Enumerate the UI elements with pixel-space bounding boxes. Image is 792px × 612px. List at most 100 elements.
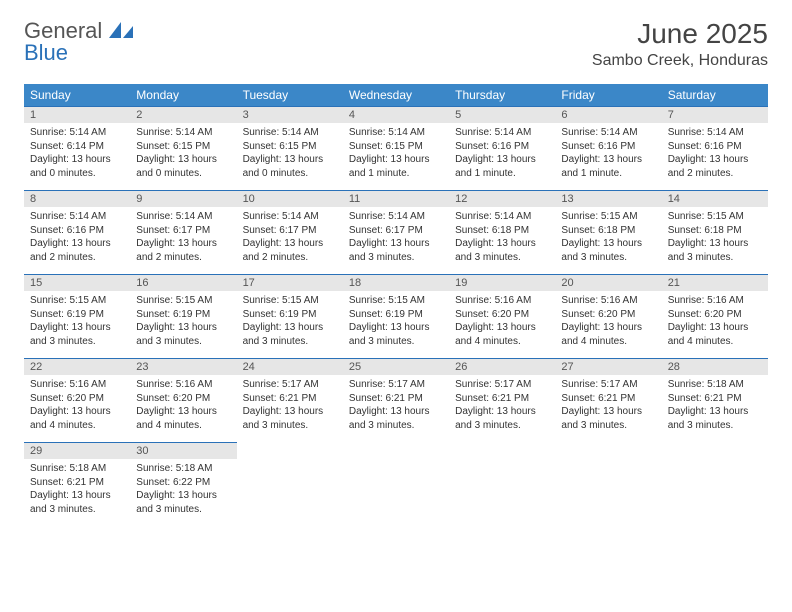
day-line-d2: and 3 minutes. [349, 335, 443, 349]
calendar-week-row: 15Sunrise: 5:15 AMSunset: 6:19 PMDayligh… [24, 274, 768, 358]
header: General Blue June 2025 Sambo Creek, Hond… [24, 18, 768, 70]
day-line-d2: and 2 minutes. [243, 251, 337, 265]
day-number: 12 [449, 190, 555, 207]
day-line-sr: Sunrise: 5:14 AM [349, 210, 443, 224]
day-line-sr: Sunrise: 5:14 AM [243, 126, 337, 140]
day-line-d1: Daylight: 13 hours [668, 321, 762, 335]
day-line-ss: Sunset: 6:20 PM [30, 392, 124, 406]
day-number: 23 [130, 358, 236, 375]
day-line-sr: Sunrise: 5:17 AM [561, 378, 655, 392]
day-line-sr: Sunrise: 5:14 AM [349, 126, 443, 140]
day-line-ss: Sunset: 6:19 PM [243, 308, 337, 322]
day-details: Sunrise: 5:16 AMSunset: 6:20 PMDaylight:… [662, 291, 768, 354]
day-line-sr: Sunrise: 5:14 AM [455, 210, 549, 224]
day-line-ss: Sunset: 6:17 PM [243, 224, 337, 238]
day-line-ss: Sunset: 6:19 PM [136, 308, 230, 322]
day-line-d2: and 1 minute. [455, 167, 549, 181]
day-line-ss: Sunset: 6:15 PM [136, 140, 230, 154]
calendar-day-cell: 10Sunrise: 5:14 AMSunset: 6:17 PMDayligh… [237, 190, 343, 274]
day-line-sr: Sunrise: 5:14 AM [668, 126, 762, 140]
day-line-sr: Sunrise: 5:16 AM [136, 378, 230, 392]
day-line-sr: Sunrise: 5:18 AM [136, 462, 230, 476]
day-details: Sunrise: 5:17 AMSunset: 6:21 PMDaylight:… [449, 375, 555, 438]
day-line-d1: Daylight: 13 hours [30, 153, 124, 167]
day-line-d2: and 3 minutes. [455, 419, 549, 433]
day-line-sr: Sunrise: 5:14 AM [455, 126, 549, 140]
day-number: 29 [24, 442, 130, 459]
calendar-week-row: 8Sunrise: 5:14 AMSunset: 6:16 PMDaylight… [24, 190, 768, 274]
day-line-d1: Daylight: 13 hours [30, 405, 124, 419]
day-number: 24 [237, 358, 343, 375]
calendar-day-cell: 27Sunrise: 5:17 AMSunset: 6:21 PMDayligh… [555, 358, 661, 442]
day-line-ss: Sunset: 6:20 PM [455, 308, 549, 322]
calendar-day-cell: 4Sunrise: 5:14 AMSunset: 6:15 PMDaylight… [343, 106, 449, 190]
day-line-ss: Sunset: 6:17 PM [349, 224, 443, 238]
calendar-body: 1Sunrise: 5:14 AMSunset: 6:14 PMDaylight… [24, 106, 768, 526]
day-line-d1: Daylight: 13 hours [136, 405, 230, 419]
day-line-d2: and 3 minutes. [136, 335, 230, 349]
day-line-d1: Daylight: 13 hours [243, 405, 337, 419]
day-line-d1: Daylight: 13 hours [668, 153, 762, 167]
day-line-sr: Sunrise: 5:14 AM [243, 210, 337, 224]
day-line-ss: Sunset: 6:20 PM [668, 308, 762, 322]
day-line-sr: Sunrise: 5:17 AM [349, 378, 443, 392]
day-line-d1: Daylight: 13 hours [349, 153, 443, 167]
day-line-d2: and 3 minutes. [136, 503, 230, 517]
day-line-d2: and 4 minutes. [561, 335, 655, 349]
day-details: Sunrise: 5:16 AMSunset: 6:20 PMDaylight:… [555, 291, 661, 354]
day-line-sr: Sunrise: 5:15 AM [668, 210, 762, 224]
weekday-header: Friday [555, 84, 661, 106]
calendar-day-cell [449, 442, 555, 526]
day-details: Sunrise: 5:14 AMSunset: 6:18 PMDaylight:… [449, 207, 555, 270]
day-line-d2: and 3 minutes. [455, 251, 549, 265]
day-details: Sunrise: 5:17 AMSunset: 6:21 PMDaylight:… [555, 375, 661, 438]
weekday-header: Wednesday [343, 84, 449, 106]
month-title: June 2025 [592, 18, 768, 50]
day-line-ss: Sunset: 6:16 PM [30, 224, 124, 238]
title-block: June 2025 Sambo Creek, Honduras [592, 18, 768, 70]
day-line-ss: Sunset: 6:18 PM [668, 224, 762, 238]
day-line-d1: Daylight: 13 hours [243, 321, 337, 335]
day-number: 17 [237, 274, 343, 291]
day-details: Sunrise: 5:14 AMSunset: 6:17 PMDaylight:… [237, 207, 343, 270]
calendar-day-cell: 17Sunrise: 5:15 AMSunset: 6:19 PMDayligh… [237, 274, 343, 358]
day-number: 16 [130, 274, 236, 291]
day-line-sr: Sunrise: 5:14 AM [30, 210, 124, 224]
calendar-day-cell: 12Sunrise: 5:14 AMSunset: 6:18 PMDayligh… [449, 190, 555, 274]
day-line-d2: and 4 minutes. [668, 335, 762, 349]
calendar-day-cell [343, 442, 449, 526]
day-details: Sunrise: 5:14 AMSunset: 6:16 PMDaylight:… [555, 123, 661, 186]
day-details: Sunrise: 5:14 AMSunset: 6:17 PMDaylight:… [130, 207, 236, 270]
calendar-day-cell: 23Sunrise: 5:16 AMSunset: 6:20 PMDayligh… [130, 358, 236, 442]
day-line-d1: Daylight: 13 hours [30, 489, 124, 503]
calendar-week-row: 29Sunrise: 5:18 AMSunset: 6:21 PMDayligh… [24, 442, 768, 526]
day-line-d1: Daylight: 13 hours [243, 153, 337, 167]
day-number: 10 [237, 190, 343, 207]
day-line-ss: Sunset: 6:18 PM [561, 224, 655, 238]
day-number: 20 [555, 274, 661, 291]
day-line-d2: and 3 minutes. [668, 419, 762, 433]
day-number: 21 [662, 274, 768, 291]
day-number: 11 [343, 190, 449, 207]
weekday-header: Tuesday [237, 84, 343, 106]
calendar-day-cell: 3Sunrise: 5:14 AMSunset: 6:15 PMDaylight… [237, 106, 343, 190]
day-line-ss: Sunset: 6:21 PM [455, 392, 549, 406]
day-details: Sunrise: 5:15 AMSunset: 6:18 PMDaylight:… [662, 207, 768, 270]
day-line-d1: Daylight: 13 hours [136, 489, 230, 503]
day-line-d2: and 3 minutes. [561, 251, 655, 265]
sail-icon [107, 20, 135, 40]
calendar-day-cell: 16Sunrise: 5:15 AMSunset: 6:19 PMDayligh… [130, 274, 236, 358]
day-number: 9 [130, 190, 236, 207]
calendar-day-cell: 5Sunrise: 5:14 AMSunset: 6:16 PMDaylight… [449, 106, 555, 190]
day-number: 26 [449, 358, 555, 375]
day-line-sr: Sunrise: 5:15 AM [561, 210, 655, 224]
day-line-ss: Sunset: 6:21 PM [349, 392, 443, 406]
calendar-day-cell: 13Sunrise: 5:15 AMSunset: 6:18 PMDayligh… [555, 190, 661, 274]
day-line-d2: and 3 minutes. [349, 251, 443, 265]
calendar-day-cell: 21Sunrise: 5:16 AMSunset: 6:20 PMDayligh… [662, 274, 768, 358]
day-line-d2: and 0 minutes. [136, 167, 230, 181]
day-number: 1 [24, 106, 130, 123]
calendar-day-cell: 20Sunrise: 5:16 AMSunset: 6:20 PMDayligh… [555, 274, 661, 358]
day-line-d2: and 4 minutes. [136, 419, 230, 433]
day-line-ss: Sunset: 6:22 PM [136, 476, 230, 490]
